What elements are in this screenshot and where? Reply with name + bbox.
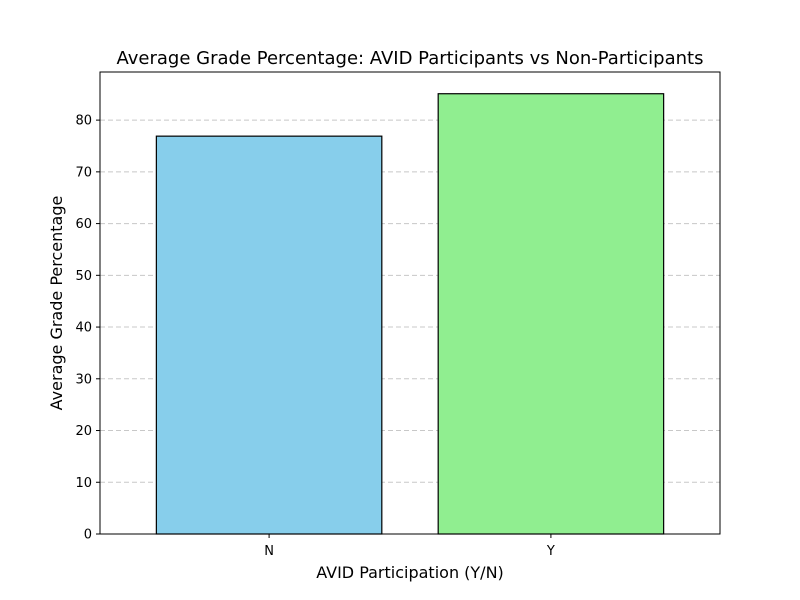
- x-tick-label: N: [264, 544, 274, 559]
- x-axis-label: AVID Participation (Y/N): [316, 563, 504, 582]
- y-tick-label: 0: [84, 528, 92, 543]
- y-tick-label: 20: [75, 424, 92, 439]
- y-tick-label: 30: [75, 372, 92, 387]
- x-tick-label: Y: [546, 544, 555, 559]
- plot-frame: [99, 71, 721, 535]
- y-axis-ticks: 0 10 20 30 40 50 60 70 80: [75, 114, 100, 543]
- y-tick-label: 40: [75, 321, 92, 336]
- y-tick-label: 80: [75, 114, 92, 129]
- chart-title: Average Grade Percentage: AVID Participa…: [117, 48, 704, 69]
- y-tick-label: 70: [75, 165, 92, 180]
- bar-n: [155, 135, 383, 535]
- bar-y: [437, 93, 665, 535]
- y-tick-label: 60: [75, 217, 92, 232]
- y-tick-label: 10: [75, 476, 92, 491]
- y-axis-label: Average Grade Percentage: [47, 196, 66, 411]
- y-tick-label: 50: [75, 269, 92, 284]
- bars: [155, 93, 665, 535]
